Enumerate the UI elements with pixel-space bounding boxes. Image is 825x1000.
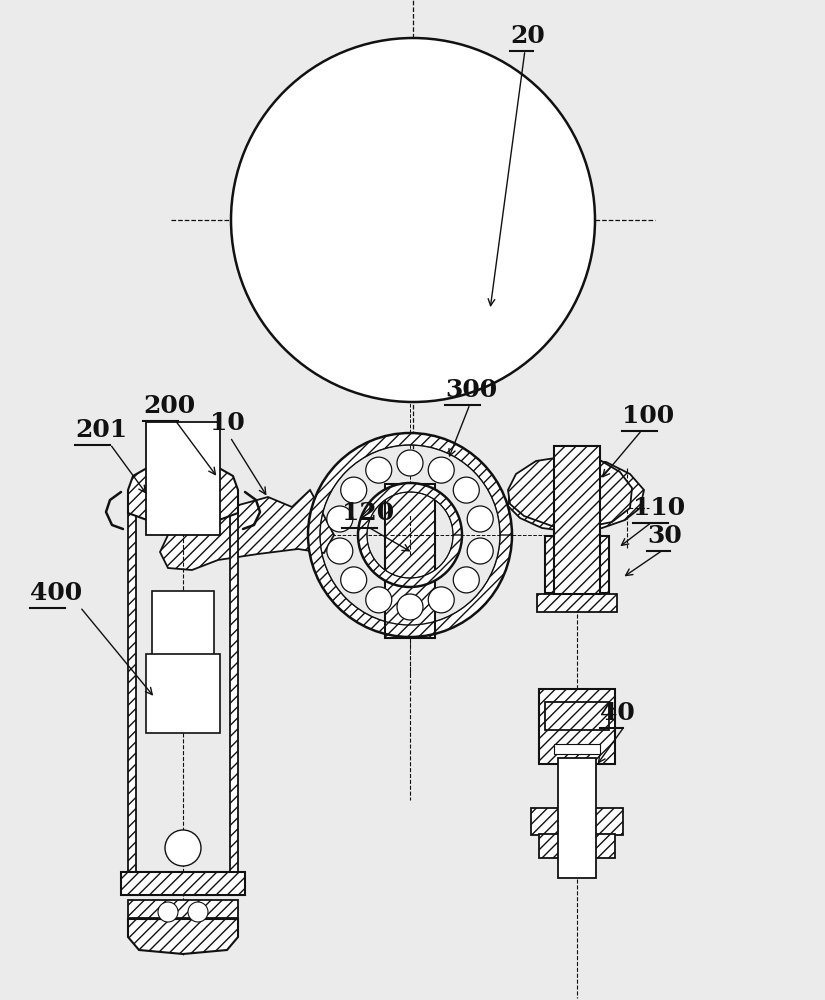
Circle shape (453, 477, 479, 503)
Circle shape (341, 567, 366, 593)
Bar (554, 744, 600, 754)
Text: 400: 400 (30, 581, 82, 605)
Text: 110: 110 (633, 496, 685, 520)
Circle shape (231, 38, 595, 402)
Bar (146, 422, 220, 535)
Circle shape (165, 830, 201, 866)
Circle shape (428, 587, 455, 613)
Bar (121, 872, 245, 895)
Polygon shape (128, 513, 136, 872)
Text: 200: 200 (143, 394, 196, 418)
Bar (539, 834, 615, 858)
Circle shape (453, 567, 479, 593)
Circle shape (341, 477, 366, 503)
Bar (558, 758, 596, 878)
Bar (385, 484, 435, 638)
Polygon shape (128, 919, 238, 954)
Circle shape (327, 538, 353, 564)
Bar (531, 808, 623, 835)
Text: 10: 10 (210, 411, 245, 435)
Circle shape (327, 506, 353, 532)
Circle shape (188, 902, 208, 922)
Circle shape (397, 594, 423, 620)
Polygon shape (508, 460, 644, 532)
Text: 20: 20 (510, 24, 544, 48)
Bar (537, 594, 617, 612)
Polygon shape (508, 456, 632, 528)
Bar (152, 591, 214, 658)
Text: 40: 40 (600, 701, 634, 725)
Circle shape (428, 457, 455, 483)
Bar (545, 536, 609, 593)
Bar (128, 900, 238, 918)
Circle shape (365, 457, 392, 483)
Polygon shape (128, 465, 238, 522)
Text: 300: 300 (445, 378, 497, 402)
Polygon shape (308, 433, 512, 637)
Bar (146, 654, 220, 733)
Bar (545, 702, 609, 730)
Polygon shape (358, 483, 462, 587)
Bar (554, 446, 600, 594)
Text: 201: 201 (75, 418, 127, 442)
Text: 30: 30 (647, 524, 681, 548)
Text: 120: 120 (342, 501, 394, 525)
Circle shape (467, 538, 493, 564)
Polygon shape (160, 490, 334, 570)
Circle shape (467, 506, 493, 532)
Polygon shape (230, 513, 238, 872)
Bar (539, 689, 615, 764)
Circle shape (397, 450, 423, 476)
Text: 100: 100 (622, 404, 674, 428)
Circle shape (365, 587, 392, 613)
Circle shape (158, 902, 178, 922)
